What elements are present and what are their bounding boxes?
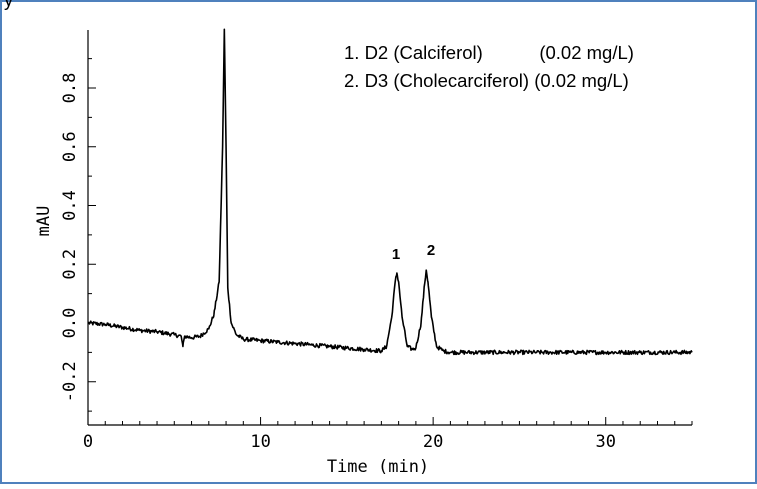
y-tick-label: 0.6 (60, 131, 80, 162)
y-tick-label: 0.8 (60, 73, 80, 104)
y-axis-ticks: -0.2 0.0 0.2 0.4 0.6 0.8 (60, 58, 96, 412)
legend-entry-2: 2. D3 (Cholecarciferol) (0.02 mg/L) (344, 70, 629, 91)
x-tick-label: 10 (250, 432, 270, 452)
y-tick-label: 0.4 (60, 190, 80, 221)
x-tick-label: 20 (423, 432, 443, 452)
y-axis-title: mAU (34, 206, 54, 237)
chromatogram-trace (87, 28, 693, 356)
legend-entry-1: 1. D2 (Calciferol) (0.02 mg/L) (344, 42, 634, 63)
x-tick-label: 30 (595, 432, 615, 452)
peak-label-2: 2 (427, 242, 435, 259)
y-tick-label: 0.0 (60, 308, 80, 339)
y-tick-label: 0.2 (60, 249, 80, 280)
header-text: y (4, 0, 14, 10)
peak-label-1: 1 (392, 246, 400, 263)
x-axis-title: Time (min) (327, 457, 429, 477)
y-tick-label: -0.2 (60, 361, 80, 402)
x-axis-ticks: 0 10 20 30 (83, 417, 693, 452)
x-tick-label: 0 (83, 432, 93, 452)
